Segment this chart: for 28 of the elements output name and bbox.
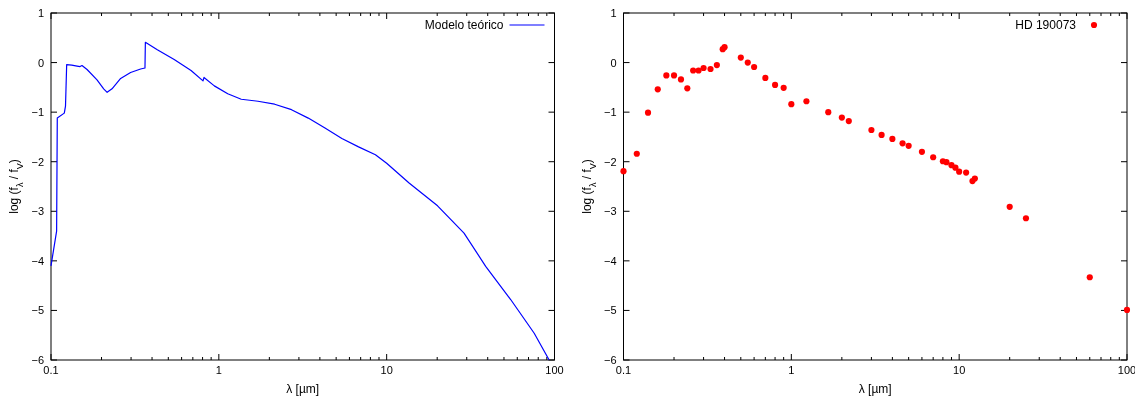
y-tick-label: −4 [603, 254, 617, 267]
legend-label: Modelo teórico [424, 18, 504, 32]
y-tick-label: −5 [31, 304, 44, 317]
x-axis-title: λ [µm] [858, 382, 892, 396]
y-tick-label: −6 [31, 354, 44, 366]
x-tick-label: 1 [215, 364, 222, 376]
legend-label: HD 190073 [1015, 18, 1077, 32]
y-tick-label: 0 [37, 56, 44, 69]
y-tick-label: −1 [31, 106, 44, 119]
x-tick-label: 100 [1117, 364, 1135, 376]
x-tick-label: 0.1 [615, 364, 632, 376]
x-tick-label: 10 [380, 364, 393, 376]
y-tick-label: −1 [603, 106, 617, 119]
y-tick-label: 0 [610, 56, 617, 69]
y-tick-label: −2 [603, 155, 617, 168]
x-tick-label: 0.1 [43, 364, 59, 376]
y-tick-label: −2 [31, 155, 44, 168]
y-tick-label: −3 [603, 205, 617, 218]
y-tick-label: −6 [603, 354, 617, 366]
x-tick-label: 10 [953, 364, 966, 376]
y-tick-label: −5 [603, 304, 617, 317]
x-axis-title: λ [µm] [286, 382, 320, 396]
y-tick-label: 1 [610, 7, 617, 19]
x-tick-label: 100 [545, 364, 564, 376]
y-tick-label: −4 [31, 254, 44, 267]
y-tick-label: 1 [37, 7, 44, 19]
y-tick-label: −3 [31, 205, 44, 218]
x-tick-label: 1 [788, 364, 795, 376]
